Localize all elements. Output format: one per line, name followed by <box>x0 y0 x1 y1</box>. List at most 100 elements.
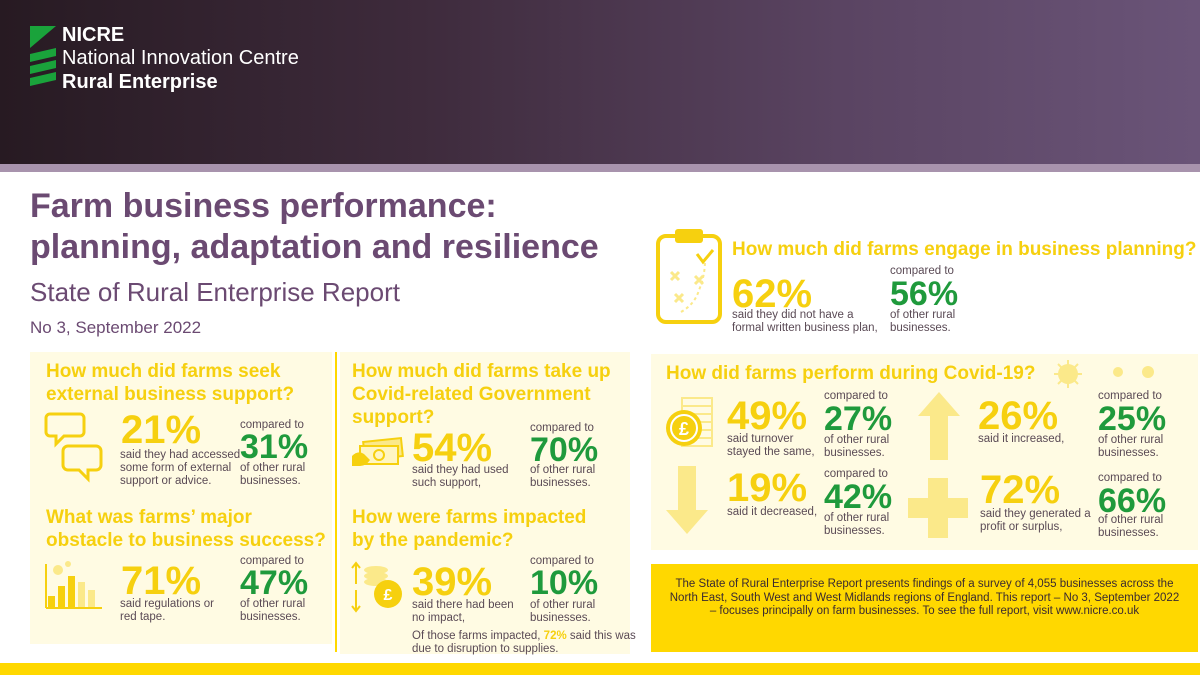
covid-support-question-line1: How much did farms take up <box>352 361 611 382</box>
pandemic-question-line1: How were farms impacted <box>352 507 587 528</box>
obstacle-other-line2: businesses. <box>240 611 301 623</box>
planning-pct-other: 56% <box>890 275 959 313</box>
same-pct-other: 27% <box>824 400 893 438</box>
header-strip <box>0 164 1200 172</box>
covid-support-question: How much did farms take up Covid-related… <box>352 360 611 429</box>
decreased-other-desc: of other rural businesses. <box>824 512 889 538</box>
header-banner <box>0 0 1200 164</box>
decreased-other-line1: of other rural <box>824 512 890 524</box>
covid-support-other-line1: of other rural <box>530 464 596 476</box>
support-desc: said they had accessed some form of exte… <box>120 449 240 488</box>
obstacle-other-line1: of other rural <box>240 598 306 610</box>
profit-other-line2: businesses. <box>1098 527 1159 539</box>
planning-compared: compared to <box>890 265 954 277</box>
nicre-logo-icon <box>30 26 56 86</box>
covid-support-compared: compared to <box>530 422 594 434</box>
obstacle-question-line2: obstacle to business success? <box>46 530 326 551</box>
obstacle-question: What was farms’ major obstacle to busine… <box>46 506 326 552</box>
planning-desc-line2: formal written business plan, <box>732 322 878 334</box>
profit-desc-line2: profit or surplus, <box>980 521 1063 533</box>
covid-support-other-desc: of other rural businesses. <box>530 464 595 490</box>
covid-support-desc-line1: said they had used <box>412 464 509 476</box>
support-desc-line1: said they had accessed <box>120 449 241 461</box>
decreased-desc: said it decreased, <box>727 506 817 519</box>
decreased-desc-line1: said it decreased, <box>727 506 818 518</box>
support-other-desc: of other rural businesses. <box>240 462 305 488</box>
pandemic-note-post: said this was <box>569 630 636 642</box>
planning-other-line2: businesses. <box>890 322 951 334</box>
covid-perf-question: How did farms perform during Covid-19? <box>666 363 1036 384</box>
support-pct-other: 31% <box>240 428 309 466</box>
report-subtitle: State of Rural Enterprise Report <box>30 277 400 307</box>
obstacle-other-desc: of other rural businesses. <box>240 598 305 624</box>
profit-desc: said they generated a profit or surplus, <box>980 508 1091 534</box>
planning-other-line1: of other rural <box>890 309 956 321</box>
pandemic-desc: said there had been no impact, <box>412 599 514 625</box>
cash-icon <box>352 436 404 466</box>
page-title: Farm business performance: planning, ada… <box>30 186 599 268</box>
svg-text:£: £ <box>384 587 393 604</box>
info-text: The State of Rural Enterprise Report pre… <box>669 578 1180 617</box>
pandemic-question-line2: by the pandemic? <box>352 530 514 551</box>
planning-desc: said they did not have a formal written … <box>732 309 878 335</box>
obstacle-pct-other: 47% <box>240 564 309 602</box>
obstacle-question-line1: What was farms’ major <box>46 507 252 528</box>
planning-other-desc: of other rural businesses. <box>890 309 955 335</box>
profit-compared: compared to <box>1098 472 1162 484</box>
covid-support-pct: 54% <box>412 426 493 470</box>
pandemic-desc-line2: no impact, <box>412 612 466 624</box>
pandemic-note-pct: 72% <box>543 630 567 642</box>
covid-support-question-line3: support? <box>352 407 435 428</box>
profit-desc-line1: said they generated a <box>980 508 1091 520</box>
arrow-down-icon <box>666 466 708 534</box>
report-issue: No 3, September 2022 <box>30 318 202 337</box>
clipboard-icon <box>656 229 722 324</box>
obstacle-desc-line2: red tape. <box>120 611 166 623</box>
support-pct: 21% <box>121 408 202 452</box>
increased-desc-line1: said it increased, <box>978 433 1065 445</box>
obstacle-desc-line1: said regulations or <box>120 598 214 610</box>
support-compared: compared to <box>240 419 304 431</box>
logo-line2: Rural Enterprise <box>62 71 218 93</box>
profit-pct: 72% <box>980 468 1061 512</box>
increased-pct: 26% <box>978 394 1059 438</box>
increased-other-desc: of other rural businesses. <box>1098 434 1163 460</box>
increased-other-line1: of other rural <box>1098 434 1164 446</box>
coin-stack-icon: £ <box>351 561 402 613</box>
covid-support-other-line2: businesses. <box>530 477 591 489</box>
profit-pct-other: 66% <box>1098 482 1167 520</box>
support-question-line1: How much did farms seek <box>46 361 281 382</box>
same-other-line2: businesses. <box>824 447 885 459</box>
support-desc-line3: support or advice. <box>120 475 212 487</box>
plus-icon <box>908 478 968 538</box>
planning-question: How much did farms engage in business pl… <box>732 239 1197 260</box>
support-question-line2: external business support? <box>46 384 295 405</box>
increased-desc: said it increased, <box>978 433 1064 446</box>
profit-other-line1: of other rural <box>1098 514 1164 526</box>
decreased-other-line2: businesses. <box>824 525 885 537</box>
obstacle-compared: compared to <box>240 555 304 567</box>
virus-icon <box>1054 360 1154 388</box>
arrow-up-icon <box>918 392 960 460</box>
support-other-line1: of other rural <box>240 462 306 474</box>
same-desc: said turnover stayed the same, <box>727 433 815 459</box>
column-divider <box>335 352 337 652</box>
svg-text:£: £ <box>679 419 689 439</box>
same-pct: 49% <box>727 394 808 438</box>
pandemic-question: How were farms impacted by the pandemic? <box>352 506 586 552</box>
planning-pct: 62% <box>732 272 813 316</box>
logo-line1: National Innovation Centre <box>62 47 299 69</box>
decreased-pct: 19% <box>727 466 808 510</box>
covid-support-question-line2: Covid-related Government <box>352 384 591 405</box>
same-desc-line2: stayed the same, <box>727 446 815 458</box>
planning-desc-line1: said they did not have a <box>732 309 854 321</box>
increased-other-line2: businesses. <box>1098 447 1159 459</box>
pandemic-desc-line1: said there had been <box>412 599 514 611</box>
obstacle-desc: said regulations or red tape. <box>120 598 214 624</box>
bottom-bar <box>0 663 1200 675</box>
pandemic-compared: compared to <box>530 555 594 567</box>
pandemic-note: Of those farms impacted, 72% said this w… <box>412 630 636 656</box>
same-compared: compared to <box>824 390 888 402</box>
support-desc-line2: some form of external <box>120 462 232 474</box>
decreased-pct-other: 42% <box>824 478 893 516</box>
